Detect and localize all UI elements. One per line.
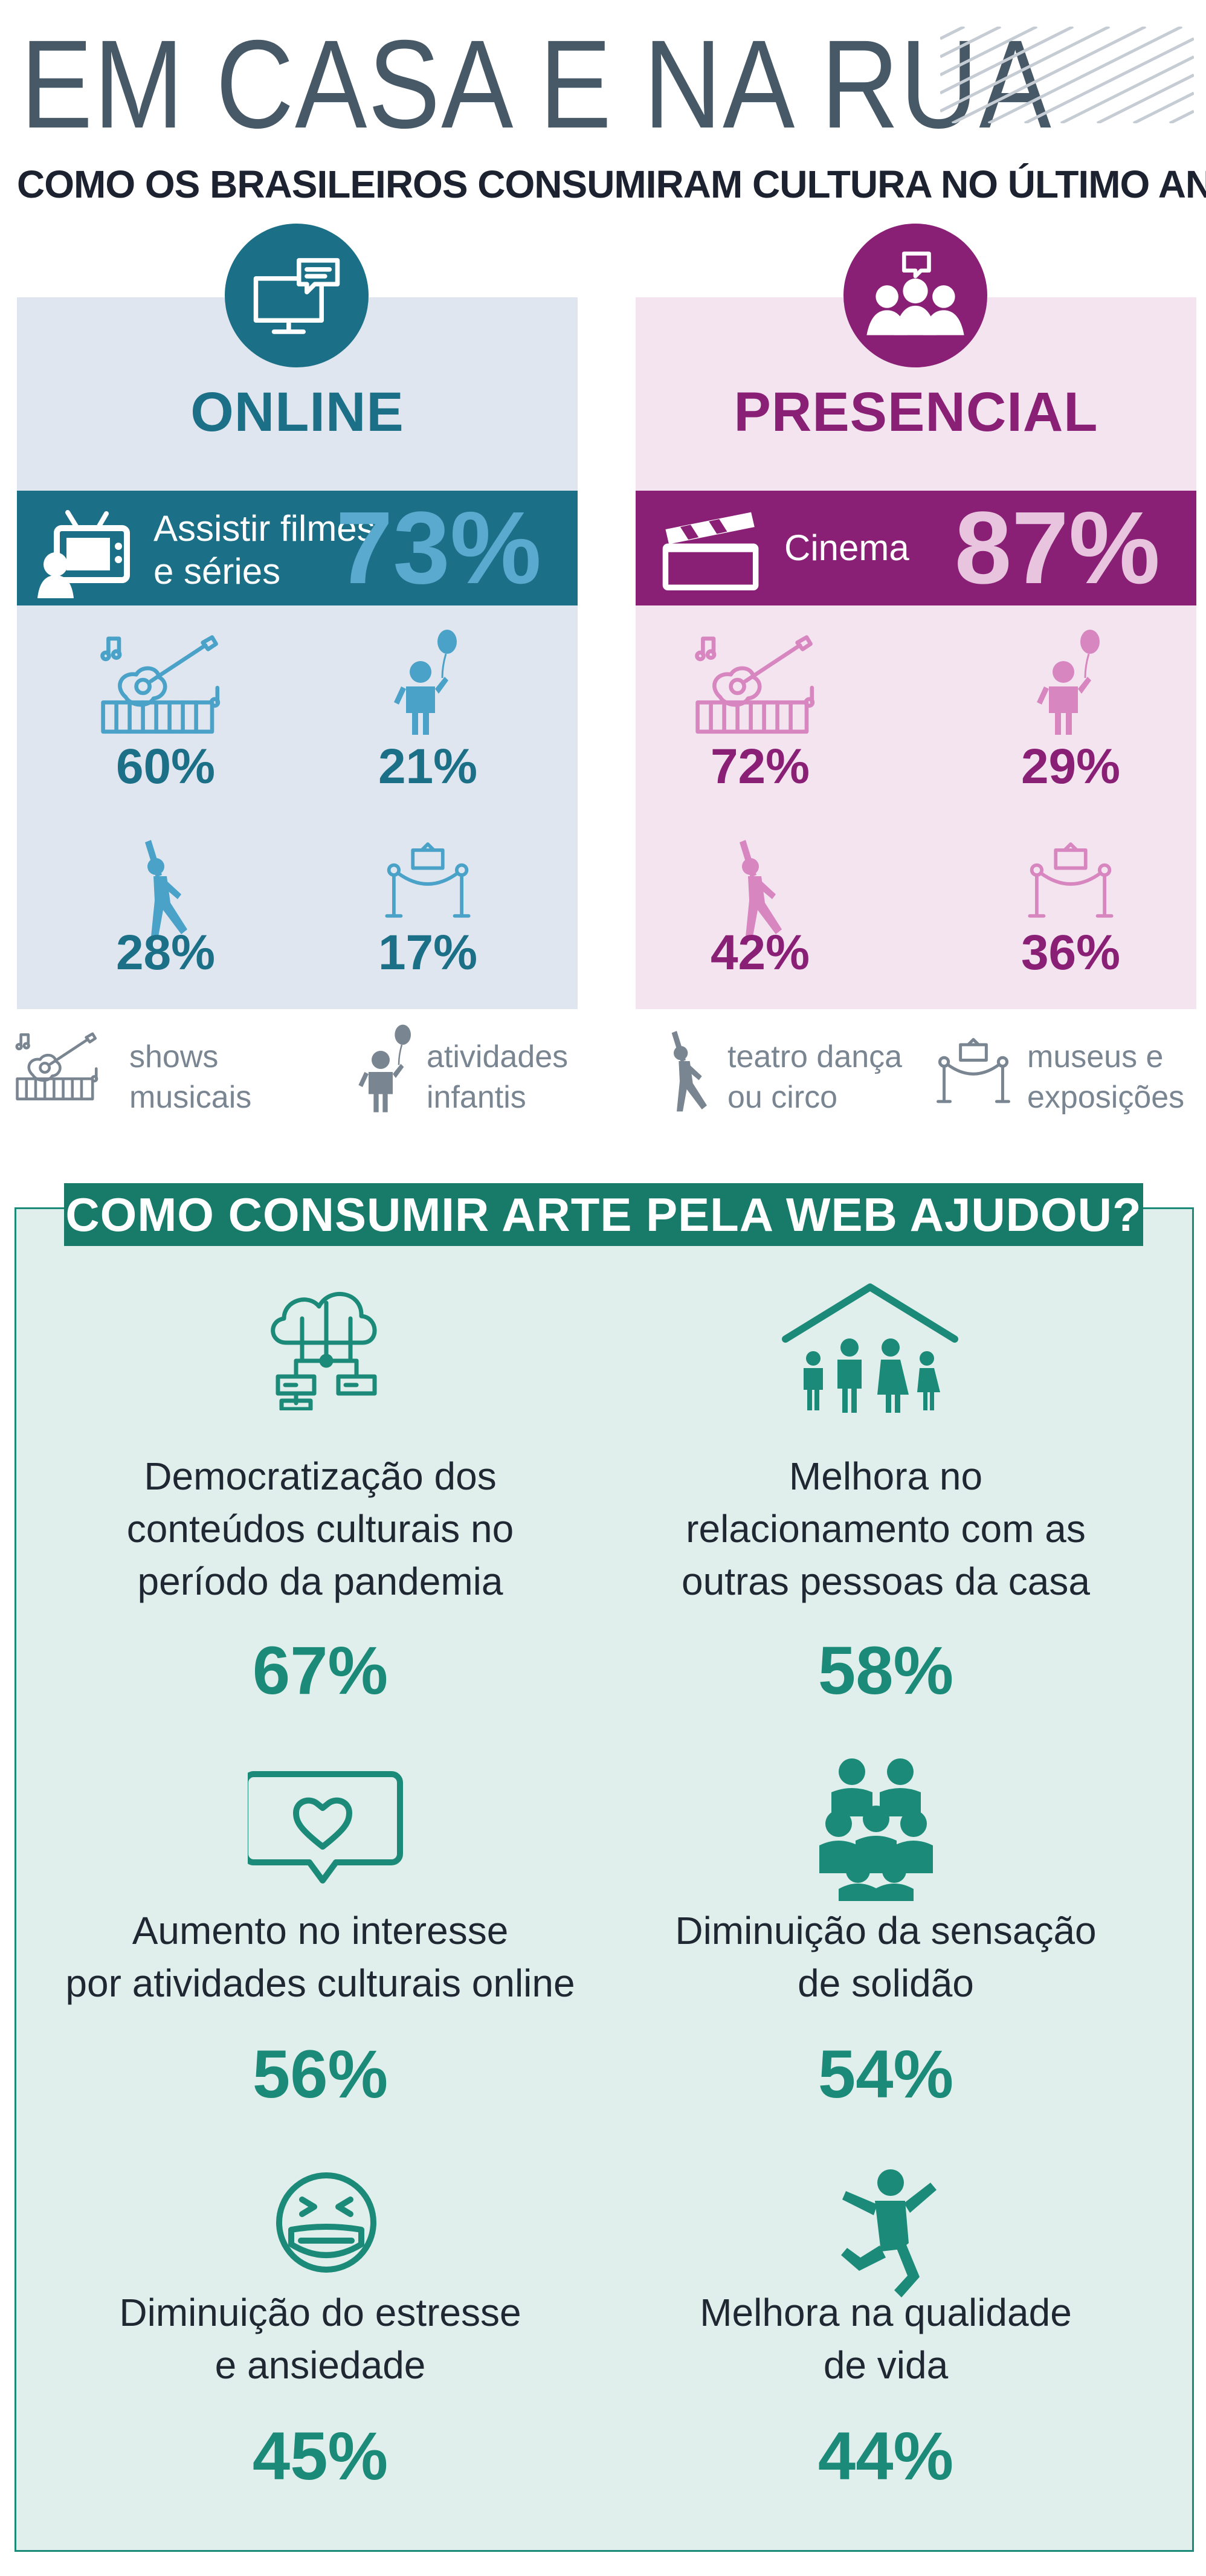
presencial-band: Cinema 87% xyxy=(636,491,1196,605)
benefit-solidao-line2: de solidão xyxy=(798,1961,974,2006)
web-benefits-panel xyxy=(15,1207,1194,2552)
online-museus-pct: 17% xyxy=(378,925,478,980)
guitar-keyboard-icon xyxy=(694,633,827,740)
legend-shows-line1: shows xyxy=(129,1039,219,1074)
guitar-keyboard-icon xyxy=(99,633,232,740)
page-subtitle: COMO OS BRASILEIROS CONSUMIRAM CULTURA N… xyxy=(17,163,1206,206)
online-infantis-pct: 21% xyxy=(378,739,478,794)
benefit-relacionamento-line2: relacionamento com as xyxy=(686,1507,1086,1551)
presencial-teatro-pct: 42% xyxy=(710,925,810,980)
online-museus-icon-wrap xyxy=(337,841,518,921)
benefit-qualidade-line1: Melhora na qualidade xyxy=(700,2291,1072,2334)
benefit-democratizacao-line2: conteúdos culturais no xyxy=(126,1507,514,1551)
presencial-museus-icon-wrap xyxy=(980,841,1161,921)
benefit-relacionamento-pct: 58% xyxy=(817,1633,954,1708)
legend-infantis-line1: atividades xyxy=(427,1039,569,1074)
header-decoration xyxy=(940,27,1194,123)
online-shows-pct: 60% xyxy=(115,739,216,794)
museum-barrier-icon xyxy=(382,841,473,921)
presencial-band-label: Cinema xyxy=(784,528,909,568)
benefit-democratizacao-pct: 67% xyxy=(252,1633,389,1708)
masked-face-icon xyxy=(276,2172,376,2273)
cloud-network-icon xyxy=(271,1291,377,1410)
online-circle xyxy=(225,224,369,367)
legend-guitar-keyboard-icon xyxy=(15,1031,106,1105)
audience-chat-icon xyxy=(864,250,967,341)
legend-dancer-icon xyxy=(659,1025,719,1115)
online-band-label-line1: Assistir filmes xyxy=(153,508,375,549)
benefit-qualidade-line2: de vida xyxy=(823,2343,949,2387)
benefit-solidao-pct: 54% xyxy=(817,2036,954,2112)
presencial-heading: PRESENCIAL xyxy=(734,381,1098,443)
tv-viewer-icon xyxy=(35,502,132,598)
benefit-democratizacao-line3: período da pandemia xyxy=(137,1560,503,1604)
child-balloon-icon xyxy=(1034,628,1107,737)
online-band-label-line2: e séries xyxy=(153,550,281,592)
jumping-person-icon xyxy=(841,2169,937,2297)
clapperboard-icon xyxy=(660,506,763,592)
web-benefits-title: COMO CONSUMIR ARTE PELA WEB AJUDOU? xyxy=(64,1183,1143,1246)
online-band-label: Assistir filmes e séries xyxy=(153,508,375,593)
online-heading: ONLINE xyxy=(190,381,404,443)
benefit-interesse-pct: 56% xyxy=(252,2036,389,2112)
online-infantis-icon-wrap xyxy=(337,628,518,737)
benefit-relacionamento-line1: Melhora no xyxy=(788,1454,983,1498)
crowd-icon xyxy=(819,1758,933,1901)
benefit-solidao-text: Diminuição da sensação de solidão xyxy=(590,1905,1182,2010)
online-shows-icon-wrap xyxy=(75,633,256,740)
benefit-qualidade-pct: 44% xyxy=(817,2418,954,2494)
benefit-relacionamento-text: Melhora no relacionamento com as outras … xyxy=(590,1450,1182,1608)
presencial-infantis-icon-wrap xyxy=(980,628,1161,737)
family-house-icon xyxy=(782,1283,958,1413)
legend-shows: shows musicais xyxy=(129,1037,251,1117)
legend-teatro-line1: teatro dança xyxy=(727,1039,903,1074)
presencial-shows-icon-wrap xyxy=(669,633,851,740)
child-balloon-icon xyxy=(392,628,464,737)
legend-museum-barrier-icon xyxy=(934,1037,1013,1106)
benefit-interesse-line2: por atividades culturais online xyxy=(65,1961,575,2006)
benefit-interesse-line1: Aumento no interesse xyxy=(132,1909,509,1952)
museum-barrier-icon xyxy=(1025,841,1116,921)
legend-shows-line2: musicais xyxy=(129,1079,252,1115)
online-band: Assistir filmes e séries 73% xyxy=(17,491,578,605)
page-title: EM CASA E NA RUA xyxy=(21,15,1053,155)
legend-infantis: atividades infantis xyxy=(427,1037,568,1117)
legend-teatro-line2: ou circo xyxy=(727,1079,838,1115)
benefit-interesse-text: Aumento no interesse por atividades cult… xyxy=(24,1905,616,2010)
legend-teatro: teatro dança ou circo xyxy=(727,1037,902,1117)
benefit-democratizacao-text: Democratização dos conteúdos culturais n… xyxy=(24,1450,616,1608)
legend-infantis-line2: infantis xyxy=(427,1079,526,1115)
benefit-estresse-line2: e ansiedade xyxy=(214,2343,426,2387)
presencial-museus-pct: 36% xyxy=(1021,925,1121,980)
monitor-chat-icon xyxy=(251,256,342,335)
benefit-estresse-text: Diminuição do estresse e ansiedade xyxy=(24,2287,616,2392)
legend-museus: museus e exposições xyxy=(1027,1037,1184,1117)
online-band-pct: 73% xyxy=(335,491,541,605)
legend-museus-line1: museus e xyxy=(1027,1039,1164,1074)
legend-museus-line2: exposições xyxy=(1027,1079,1185,1115)
benefit-estresse-line1: Diminuição do estresse xyxy=(119,2291,521,2334)
presencial-shows-pct: 72% xyxy=(710,739,810,794)
presencial-infantis-pct: 29% xyxy=(1021,739,1121,794)
benefit-relacionamento-line3: outras pessoas da casa xyxy=(682,1560,1090,1604)
benefit-estresse-pct: 45% xyxy=(252,2418,389,2494)
presencial-band-pct: 87% xyxy=(954,491,1160,605)
benefit-solidao-line1: Diminuição da sensação xyxy=(675,1909,1097,1952)
presencial-circle xyxy=(843,224,987,367)
benefit-democratizacao-line1: Democratização dos xyxy=(144,1454,497,1498)
heart-chat-icon xyxy=(248,1771,403,1884)
online-teatro-pct: 28% xyxy=(115,925,216,980)
benefit-qualidade-text: Melhora na qualidade de vida xyxy=(590,2287,1182,2392)
legend-child-balloon-icon xyxy=(356,1024,417,1114)
